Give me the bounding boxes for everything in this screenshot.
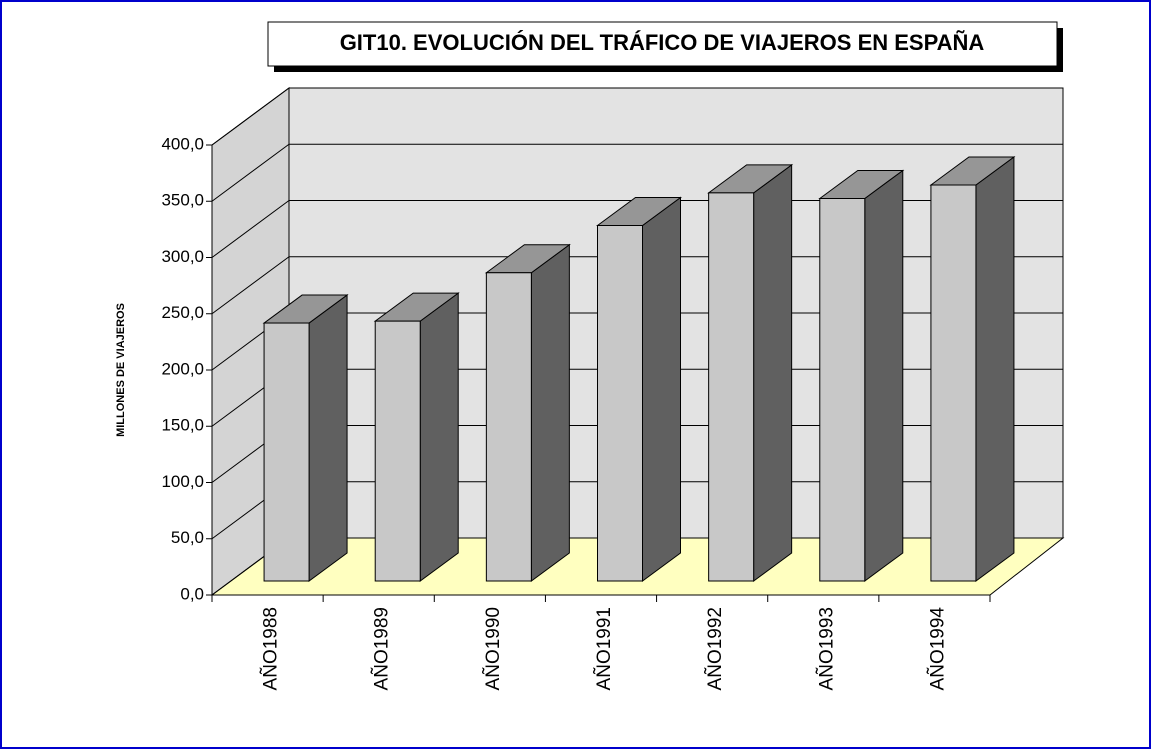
y-tick-label: 350,0: [161, 191, 204, 210]
bar-side: [530, 243, 570, 582]
bar-side: [308, 294, 348, 582]
y-tick-label: 0,0: [180, 584, 204, 603]
bar: [708, 192, 755, 582]
x-tick-label: AÑO1993: [815, 607, 837, 690]
grid-line: [211, 256, 290, 315]
x-tick-label: AÑO1992: [704, 607, 726, 690]
y-tick-label: 100,0: [161, 472, 204, 491]
bar: [597, 225, 643, 582]
bar: [263, 322, 310, 582]
bar-side: [864, 169, 904, 582]
x-tick-label: AÑO1988: [260, 607, 282, 690]
y-tick-label: 400,0: [161, 134, 204, 153]
grid-line: [211, 87, 290, 146]
bar-side: [753, 163, 793, 582]
y-tick-label: 50,0: [171, 528, 204, 547]
y-axis-label: MILLONES DE VIAJEROS: [115, 303, 127, 437]
bar: [374, 320, 421, 582]
bar: [819, 198, 866, 582]
bar: [930, 184, 977, 582]
title-box: [267, 21, 1058, 67]
y-tick-label: 200,0: [161, 359, 204, 378]
bar: [485, 272, 532, 582]
grid-line: [211, 143, 290, 202]
bar-side: [419, 292, 459, 582]
x-tick-label: AÑO1989: [371, 607, 393, 690]
x-tick-label: AÑO1990: [482, 607, 504, 690]
grid-line: [211, 200, 290, 258]
y-tick-label: 250,0: [161, 303, 204, 322]
bar-side: [975, 156, 1015, 582]
bar-side: [642, 196, 681, 582]
x-tick-label: AÑO1994: [926, 607, 948, 691]
x-tick-label: AÑO1991: [593, 607, 615, 690]
y-tick-label: 150,0: [161, 416, 204, 435]
y-tick-label: 300,0: [161, 247, 204, 266]
chart-title: GIT10. EVOLUCIÓN DEL TRÁFICO DE VIAJEROS…: [340, 30, 985, 55]
